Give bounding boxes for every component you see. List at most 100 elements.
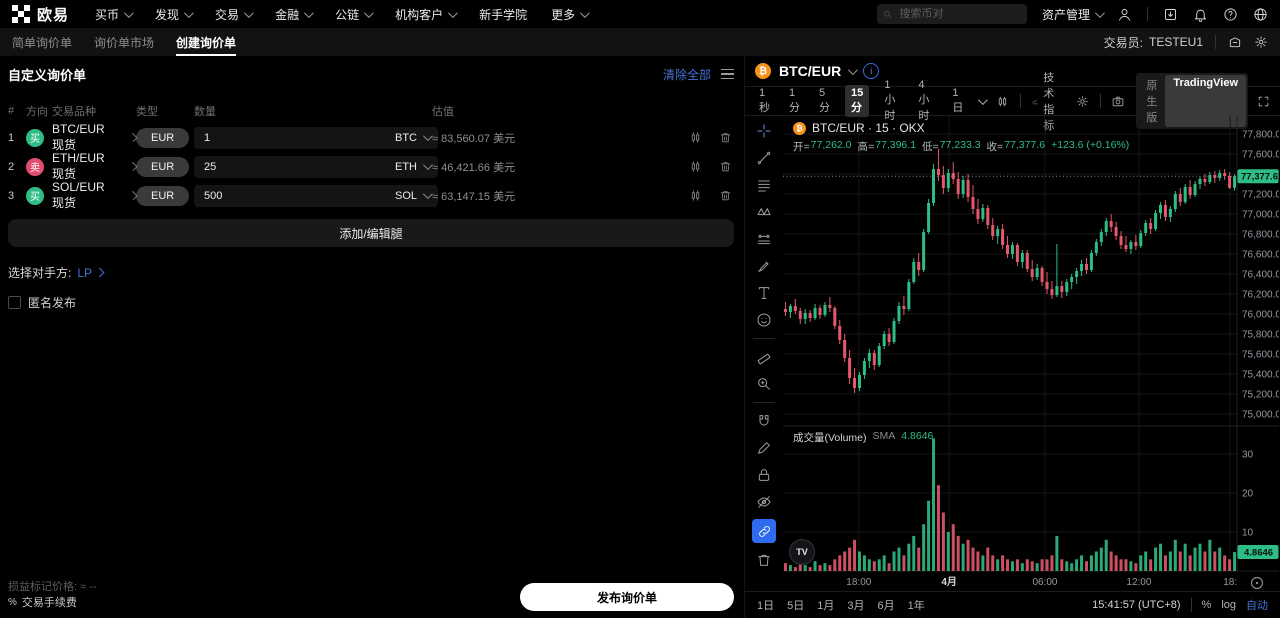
timeframe-expand-icon[interactable]: [978, 94, 989, 105]
tf-1m[interactable]: 1分: [789, 87, 800, 114]
counterparty-selector[interactable]: LP: [77, 266, 105, 280]
crosshair-icon[interactable]: [752, 121, 776, 141]
range-5d[interactable]: 5日: [787, 600, 805, 612]
text-tool-icon[interactable]: [752, 283, 776, 303]
type-pill[interactable]: EUR: [136, 185, 190, 206]
candles-icon[interactable]: [689, 131, 702, 144]
menu-chain[interactable]: 公链: [335, 6, 374, 23]
amount-input[interactable]: [202, 188, 326, 203]
candlestick-chart[interactable]: 77,800.077,600.077,400.077,200.077,000.0…: [783, 116, 1280, 591]
pair-selector[interactable]: ETH/EUR 现货: [52, 151, 138, 182]
amount-field[interactable]: ETH: [194, 155, 438, 178]
pair-selector[interactable]: SOL/EUR 现货: [52, 180, 138, 211]
tf-1s[interactable]: 1秒: [759, 87, 770, 114]
chart-clock[interactable]: 15:41:57 (UTC+8): [1092, 599, 1181, 611]
tf-5m[interactable]: 5分: [819, 87, 830, 114]
clear-all-button[interactable]: 清除全部: [662, 67, 711, 82]
anonymous-checkbox[interactable]: [8, 296, 21, 309]
toggle-tradingview[interactable]: TradingView: [1165, 75, 1246, 127]
direction-badge[interactable]: 买: [26, 128, 44, 147]
range-6m[interactable]: 6月: [877, 600, 895, 612]
range-1m[interactable]: 1月: [817, 600, 835, 612]
trend-line-icon[interactable]: [752, 148, 776, 168]
menu-academy[interactable]: 新手学院: [479, 7, 528, 22]
portfolio-icon[interactable]: [1228, 35, 1242, 49]
menu-finance[interactable]: 金融: [275, 6, 314, 23]
asset-management[interactable]: 资产管理: [1042, 6, 1105, 23]
amount-field[interactable]: SOL: [194, 184, 438, 207]
drawing-mode-icon[interactable]: [752, 438, 776, 458]
delete-icon[interactable]: [719, 160, 732, 173]
type-pill[interactable]: EUR: [136, 156, 190, 177]
chart-settings-icon[interactable]: [1076, 95, 1089, 108]
menu-trade[interactable]: 交易: [215, 6, 254, 23]
unit-select[interactable]: SOL: [395, 189, 433, 202]
delete-icon[interactable]: [719, 131, 732, 144]
direction-badge[interactable]: 买: [26, 186, 44, 205]
notifications-icon[interactable]: [1193, 7, 1208, 22]
emoji-tool-icon[interactable]: [752, 310, 776, 330]
help-icon[interactable]: [1223, 7, 1238, 22]
add-edit-leg-button[interactable]: 添加/编辑腿: [8, 219, 734, 247]
tradingview-watermark[interactable]: TV: [789, 539, 815, 565]
magnet-icon[interactable]: [752, 411, 776, 431]
menu-institutional[interactable]: 机构客户: [395, 6, 458, 23]
publish-rfq-button[interactable]: 发布询价单: [520, 583, 734, 611]
tab-simple-rfq[interactable]: 简单询价单: [12, 35, 73, 50]
amount-field[interactable]: BTC: [194, 126, 438, 149]
okx-logo[interactable]: 欧易: [12, 4, 69, 25]
scale-auto[interactable]: 自动: [1246, 600, 1268, 612]
range-3m[interactable]: 3月: [847, 600, 865, 612]
indicators-button[interactable]: 技术指标: [1032, 69, 1065, 133]
tf-15m[interactable]: 15分: [845, 85, 870, 117]
brush-icon[interactable]: [752, 256, 776, 276]
remove-drawings-icon[interactable]: [752, 550, 776, 570]
tf-1d[interactable]: 1日: [952, 87, 964, 114]
info-icon[interactable]: i: [863, 63, 880, 79]
amount-input[interactable]: [202, 159, 326, 174]
panel-menu-icon[interactable]: [721, 68, 734, 80]
unit-select[interactable]: BTC: [395, 131, 433, 144]
tf-4h[interactable]: 4小时: [918, 79, 930, 122]
pattern-xabcd-icon[interactable]: [752, 202, 776, 222]
fullscreen-icon[interactable]: [1257, 95, 1270, 108]
tf-1h[interactable]: 1小时: [884, 79, 896, 122]
amount-input[interactable]: [202, 130, 326, 145]
fib-lines-icon[interactable]: [752, 175, 776, 195]
language-globe-icon[interactable]: [1253, 7, 1268, 22]
svg-text:18:00: 18:00: [846, 577, 871, 588]
download-icon[interactable]: [1163, 7, 1178, 22]
toggle-native[interactable]: 原生版: [1146, 80, 1158, 124]
tab-rfq-market[interactable]: 询价单市场: [94, 35, 155, 50]
direction-badge[interactable]: 卖: [26, 157, 44, 176]
candles-icon[interactable]: [689, 189, 702, 202]
hide-drawings-icon[interactable]: [752, 492, 776, 512]
trading-fee[interactable]: % 交易手续费: [8, 597, 77, 609]
type-pill[interactable]: EUR: [136, 127, 190, 148]
symbol-selector[interactable]: BTC/EUR: [779, 63, 859, 79]
snapshot-camera-icon[interactable]: [1111, 95, 1125, 108]
menu-more[interactable]: 更多: [551, 6, 591, 23]
sync-link-icon[interactable]: [752, 519, 776, 543]
menu-buy-crypto[interactable]: 买币: [95, 6, 134, 23]
tab-create-rfq[interactable]: 创建询价单: [176, 28, 237, 56]
position-tool-icon[interactable]: [752, 229, 776, 249]
zoom-in-icon[interactable]: [752, 374, 776, 394]
range-1y[interactable]: 1年: [907, 600, 925, 612]
delete-icon[interactable]: [719, 189, 732, 202]
menu-discover[interactable]: 发现: [155, 6, 194, 23]
account-icon[interactable]: [1117, 7, 1132, 22]
pair-selector[interactable]: BTC/EUR 现货: [52, 122, 138, 153]
scale-percent[interactable]: %: [1201, 599, 1212, 611]
leg-valuation: ≈ 63,147.15 美元: [432, 190, 516, 203]
search-box[interactable]: [876, 4, 1027, 24]
range-1d[interactable]: 1日: [757, 600, 775, 612]
scale-log[interactable]: log: [1221, 599, 1236, 611]
unit-select[interactable]: ETH: [395, 160, 433, 173]
search-input[interactable]: [897, 7, 1021, 21]
settings-gear-icon[interactable]: [1254, 35, 1268, 49]
lock-drawings-icon[interactable]: [752, 465, 776, 485]
chart-style-icon[interactable]: [996, 95, 1009, 108]
measure-ruler-icon[interactable]: [752, 347, 776, 367]
candles-icon[interactable]: [689, 160, 702, 173]
